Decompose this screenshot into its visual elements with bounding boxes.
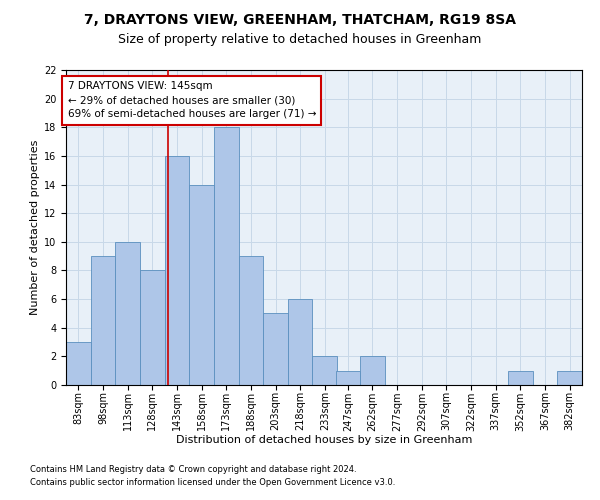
X-axis label: Distribution of detached houses by size in Greenham: Distribution of detached houses by size … <box>176 435 472 445</box>
Bar <box>214 128 239 385</box>
Text: Size of property relative to detached houses in Greenham: Size of property relative to detached ho… <box>118 32 482 46</box>
Text: Contains HM Land Registry data © Crown copyright and database right 2024.: Contains HM Land Registry data © Crown c… <box>30 466 356 474</box>
Bar <box>557 370 582 385</box>
Text: 7, DRAYTONS VIEW, GREENHAM, THATCHAM, RG19 8SA: 7, DRAYTONS VIEW, GREENHAM, THATCHAM, RG… <box>84 12 516 26</box>
Y-axis label: Number of detached properties: Number of detached properties <box>29 140 40 315</box>
Bar <box>508 370 533 385</box>
Bar <box>66 342 91 385</box>
Bar <box>263 314 288 385</box>
Bar <box>140 270 164 385</box>
Bar <box>239 256 263 385</box>
Text: 7 DRAYTONS VIEW: 145sqm
← 29% of detached houses are smaller (30)
69% of semi-de: 7 DRAYTONS VIEW: 145sqm ← 29% of detache… <box>68 82 316 120</box>
Bar <box>360 356 385 385</box>
Bar <box>288 299 313 385</box>
Text: Contains public sector information licensed under the Open Government Licence v3: Contains public sector information licen… <box>30 478 395 487</box>
Bar <box>189 184 214 385</box>
Bar <box>91 256 115 385</box>
Bar <box>335 370 360 385</box>
Bar <box>115 242 140 385</box>
Bar <box>164 156 189 385</box>
Bar <box>313 356 337 385</box>
